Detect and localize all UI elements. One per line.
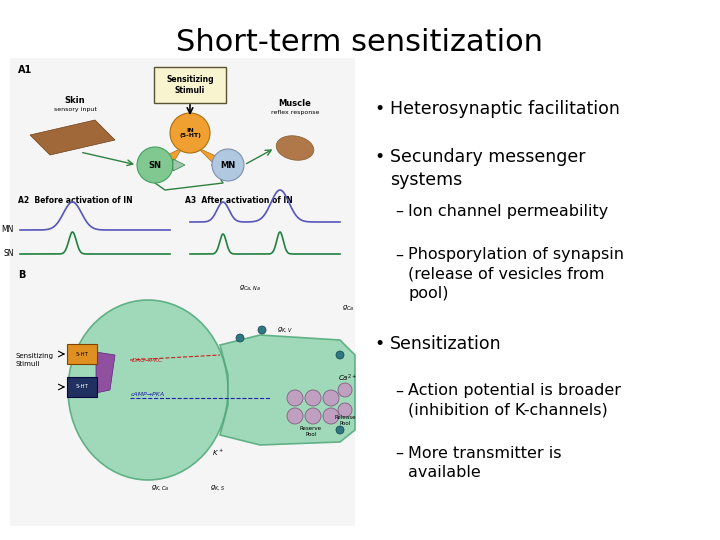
Polygon shape bbox=[96, 352, 115, 393]
Circle shape bbox=[338, 403, 352, 417]
Text: 5-HT: 5-HT bbox=[76, 352, 89, 356]
Circle shape bbox=[137, 147, 173, 183]
Text: DAG→PKC: DAG→PKC bbox=[132, 357, 163, 362]
FancyBboxPatch shape bbox=[10, 58, 355, 526]
Text: B: B bbox=[18, 270, 25, 280]
Text: MN: MN bbox=[220, 160, 235, 170]
Circle shape bbox=[323, 408, 339, 424]
Ellipse shape bbox=[276, 136, 314, 160]
Text: $g_{K,S}$: $g_{K,S}$ bbox=[210, 483, 225, 492]
Text: Reserve
Pool: Reserve Pool bbox=[300, 426, 322, 437]
Text: Release
Pool: Release Pool bbox=[334, 415, 356, 426]
Text: –: – bbox=[395, 383, 403, 399]
Text: sensory input: sensory input bbox=[53, 107, 96, 112]
Text: cAMP→PKA: cAMP→PKA bbox=[131, 393, 165, 397]
Text: Action potential is broader
(inhibition of K-channels): Action potential is broader (inhibition … bbox=[408, 383, 621, 417]
Text: Secundary messenger
systems: Secundary messenger systems bbox=[390, 148, 585, 190]
Text: –: – bbox=[395, 204, 403, 219]
Ellipse shape bbox=[68, 300, 228, 480]
Text: Sensitization: Sensitization bbox=[390, 335, 502, 353]
Polygon shape bbox=[30, 120, 115, 155]
Text: •: • bbox=[374, 148, 384, 166]
Circle shape bbox=[258, 326, 266, 334]
Text: $K^+$: $K^+$ bbox=[212, 448, 224, 458]
FancyBboxPatch shape bbox=[67, 344, 97, 364]
Text: A3  After activation of IN: A3 After activation of IN bbox=[185, 196, 293, 205]
Text: More transmitter is
available: More transmitter is available bbox=[408, 446, 562, 480]
Circle shape bbox=[305, 390, 321, 406]
Text: $Ca^{2+}$: $Ca^{2+}$ bbox=[338, 373, 358, 383]
Text: SN: SN bbox=[148, 160, 161, 170]
Text: MN: MN bbox=[1, 226, 14, 234]
Circle shape bbox=[336, 426, 344, 434]
Polygon shape bbox=[220, 335, 355, 445]
Circle shape bbox=[287, 408, 303, 424]
Text: $g_{K,Ca}$: $g_{K,Ca}$ bbox=[151, 483, 169, 492]
Text: IN
(5-HT): IN (5-HT) bbox=[179, 127, 201, 138]
Circle shape bbox=[338, 383, 352, 397]
Circle shape bbox=[287, 390, 303, 406]
Text: $g_{Ca, Na}$: $g_{Ca, Na}$ bbox=[239, 284, 261, 293]
Text: Ion channel permeability: Ion channel permeability bbox=[408, 204, 608, 219]
Text: reflex response: reflex response bbox=[271, 110, 319, 115]
Circle shape bbox=[170, 113, 210, 153]
Text: Phosporylation of synapsin
(release of vesicles from
pool): Phosporylation of synapsin (release of v… bbox=[408, 247, 624, 301]
Text: A2  Before activation of IN: A2 Before activation of IN bbox=[18, 196, 132, 205]
Text: Short-term sensitization: Short-term sensitization bbox=[176, 28, 544, 57]
Text: Skin: Skin bbox=[65, 96, 85, 105]
Polygon shape bbox=[173, 159, 185, 171]
FancyBboxPatch shape bbox=[154, 67, 226, 103]
Text: Sensitizing
Stimuli: Sensitizing Stimuli bbox=[15, 353, 53, 367]
Polygon shape bbox=[198, 148, 223, 173]
Text: $g_{Ca}$: $g_{Ca}$ bbox=[342, 303, 354, 313]
Circle shape bbox=[212, 149, 244, 181]
Text: SN: SN bbox=[4, 249, 14, 259]
Text: A1: A1 bbox=[18, 65, 32, 75]
FancyBboxPatch shape bbox=[67, 377, 97, 397]
Text: •: • bbox=[374, 100, 384, 118]
Polygon shape bbox=[163, 148, 182, 170]
Circle shape bbox=[236, 334, 244, 342]
Circle shape bbox=[323, 390, 339, 406]
Text: –: – bbox=[395, 247, 403, 262]
Text: Heterosynaptic facilitation: Heterosynaptic facilitation bbox=[390, 100, 620, 118]
Text: $g_{K,V}$: $g_{K,V}$ bbox=[277, 326, 293, 334]
Circle shape bbox=[336, 351, 344, 359]
Circle shape bbox=[305, 408, 321, 424]
Text: Muscle: Muscle bbox=[279, 99, 312, 108]
Text: –: – bbox=[395, 446, 403, 461]
Text: •: • bbox=[374, 335, 384, 353]
Text: Sensitizing
Stimuli: Sensitizing Stimuli bbox=[166, 75, 214, 95]
Text: 5-HT: 5-HT bbox=[76, 384, 89, 389]
